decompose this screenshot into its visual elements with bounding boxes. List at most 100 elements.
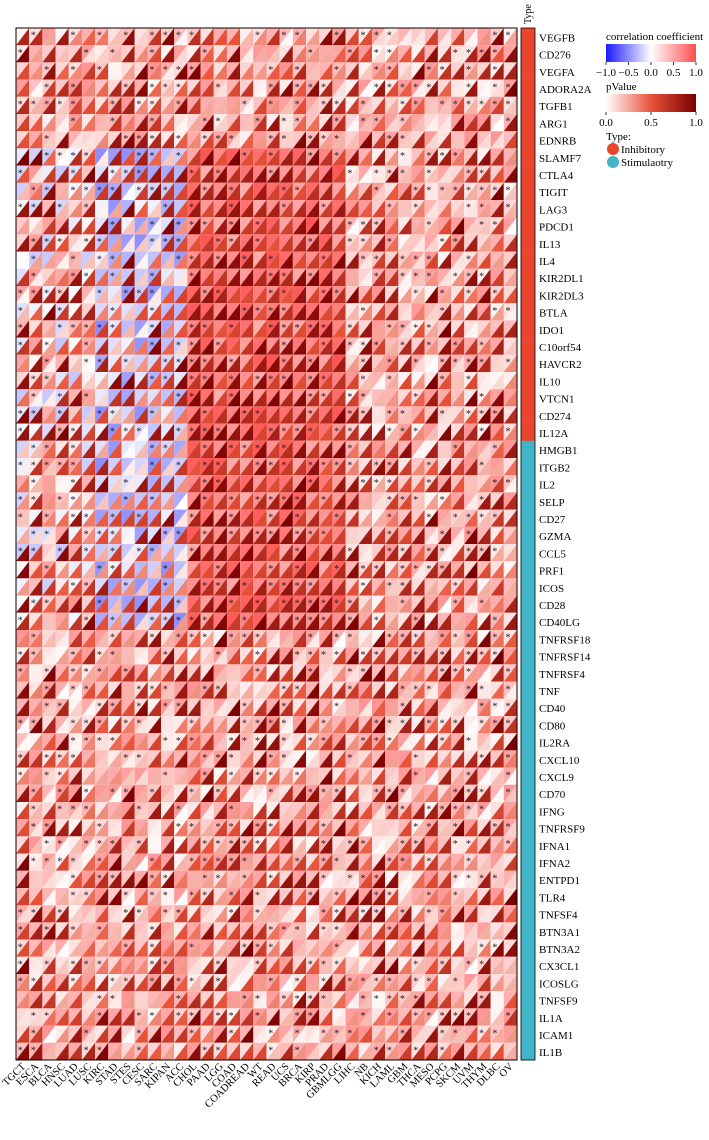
- heatmap-cell-pvalue: [358, 268, 372, 286]
- heatmap-cell-correlation: [437, 200, 452, 218]
- heatmap-cell-correlation: [147, 716, 162, 734]
- heatmap-cell-pvalue: [68, 234, 82, 252]
- heatmap-cell-pvalue: [81, 733, 96, 751]
- heatmap-cell-pvalue: [174, 767, 188, 785]
- heatmap-cell-pvalue: [503, 389, 517, 407]
- heatmap-cell-correlation: [240, 182, 254, 200]
- heatmap-cell-pvalue: [411, 389, 425, 407]
- heatmap-cell-pvalue: [95, 819, 109, 837]
- heatmap-cell-pvalue: [187, 389, 201, 407]
- significance-star: *: [150, 461, 155, 472]
- significance-star: *: [374, 48, 379, 59]
- heatmap-cell-pvalue: [451, 251, 465, 269]
- heatmap-cell-pvalue: [55, 612, 69, 630]
- heatmap-cell-pvalue: [437, 647, 452, 665]
- heatmap-cell-pvalue: [108, 165, 122, 183]
- heatmap-cell-pvalue: [42, 182, 56, 200]
- heatmap-cell-pvalue: [147, 423, 162, 441]
- heatmap-cell-pvalue: [358, 819, 372, 837]
- heatmap-cell-pvalue: [411, 475, 425, 493]
- significance-star: *: [57, 426, 62, 437]
- heatmap-cell-correlation: [451, 165, 465, 183]
- heatmap-cell-pvalue: [358, 458, 372, 476]
- heatmap-cell-pvalue: [213, 45, 227, 63]
- heatmap-cell-correlation: [292, 440, 307, 458]
- heatmap-cell-pvalue: [161, 716, 175, 734]
- heatmap-cell-correlation: [134, 337, 148, 355]
- heatmap-cell-pvalue: [424, 595, 438, 613]
- heatmap-cell-correlation: [147, 234, 162, 252]
- heatmap-cell-pvalue: [451, 767, 465, 785]
- heatmap-cell-pvalue: [490, 148, 504, 166]
- heatmap-cell-pvalue: [398, 664, 412, 682]
- heatmap-cell-correlation: [29, 458, 43, 476]
- heatmap-cell-correlation: [398, 647, 412, 665]
- heatmap-cell-correlation: [42, 819, 56, 837]
- heatmap-cell-pvalue: [134, 389, 148, 407]
- heatmap-cell-correlation: [68, 853, 82, 871]
- heatmap-cell-correlation: [306, 767, 320, 785]
- significance-star: *: [426, 168, 431, 179]
- heatmap-cell-correlation: [437, 303, 452, 321]
- heatmap-cell-pvalue: [121, 509, 135, 527]
- significance-star: *: [281, 306, 286, 317]
- heatmap-cell-pvalue: [358, 354, 372, 372]
- heatmap-cell-correlation: [226, 784, 241, 802]
- heatmap-cell-pvalue: [55, 853, 69, 871]
- heatmap-cell-pvalue: [240, 337, 254, 355]
- heatmap-cell-correlation: [29, 509, 43, 527]
- heatmap-cell-correlation: [385, 819, 399, 837]
- heatmap-cell-correlation: [95, 475, 109, 493]
- heatmap-cell-pvalue: [503, 200, 517, 218]
- heatmap-cell-correlation: [437, 716, 452, 734]
- heatmap-cell-correlation: [411, 251, 425, 269]
- heatmap-cell-pvalue: [200, 45, 214, 63]
- significance-star: *: [44, 151, 49, 162]
- heatmap-cell-pvalue: [253, 698, 267, 716]
- heatmap-cell-correlation: [55, 406, 69, 424]
- heatmap-cell-correlation: [134, 595, 148, 613]
- heatmap-cell-correlation: [437, 389, 452, 407]
- heatmap-cell-pvalue: [424, 458, 438, 476]
- heatmap-cell-pvalue: [29, 561, 43, 579]
- heatmap-cell-pvalue: [134, 853, 148, 871]
- heatmap-cell-correlation: [134, 79, 148, 97]
- heatmap-cell-pvalue: [95, 182, 109, 200]
- heatmap-cell-pvalue: [253, 440, 267, 458]
- heatmap-cell-pvalue: [385, 79, 399, 97]
- heatmap-cell-pvalue: [55, 406, 69, 424]
- heatmap-cell-correlation: [121, 354, 135, 372]
- heatmap-cell-pvalue: [490, 268, 504, 286]
- heatmap-cell-correlation: [213, 595, 227, 613]
- heatmap-cell-pvalue: [174, 28, 188, 46]
- heatmap-cell-pvalue: [490, 819, 504, 837]
- heatmap-cell-pvalue: [503, 819, 517, 837]
- heatmap-cell-pvalue: [174, 96, 188, 114]
- heatmap-cell-pvalue: [240, 28, 254, 46]
- significance-star: *: [31, 203, 36, 214]
- heatmap-cell-correlation: [95, 96, 109, 114]
- heatmap-cell-pvalue: [477, 544, 491, 562]
- heatmap-cell-pvalue: [332, 165, 346, 183]
- heatmap-cell-pvalue: [358, 320, 372, 338]
- heatmap-cell-pvalue: [240, 423, 254, 441]
- heatmap-cell-correlation: [319, 182, 333, 200]
- heatmap-cell-correlation: [319, 784, 333, 802]
- heatmap-cell-correlation: [213, 492, 227, 510]
- heatmap-cell-pvalue: [306, 182, 320, 200]
- heatmap-cell-correlation: [29, 182, 43, 200]
- heatmap-cell-correlation: [411, 647, 425, 665]
- heatmap-cell-correlation: [29, 423, 43, 441]
- heatmap-cell-correlation: [477, 320, 491, 338]
- heatmap-cell-pvalue: [121, 767, 135, 785]
- heatmap-cell-correlation: [147, 475, 162, 493]
- heatmap-cell-pvalue: [253, 767, 267, 785]
- heatmap-cell-correlation: [345, 595, 359, 613]
- heatmap-cell-pvalue: [398, 217, 412, 235]
- heatmap-cell-correlation: [266, 767, 280, 785]
- heatmap-cell-pvalue: [187, 234, 201, 252]
- significance-star: *: [374, 82, 379, 93]
- heatmap-cell-pvalue: [95, 131, 109, 149]
- heatmap-cell-pvalue: [213, 561, 227, 579]
- heatmap-cell-correlation: [358, 28, 372, 46]
